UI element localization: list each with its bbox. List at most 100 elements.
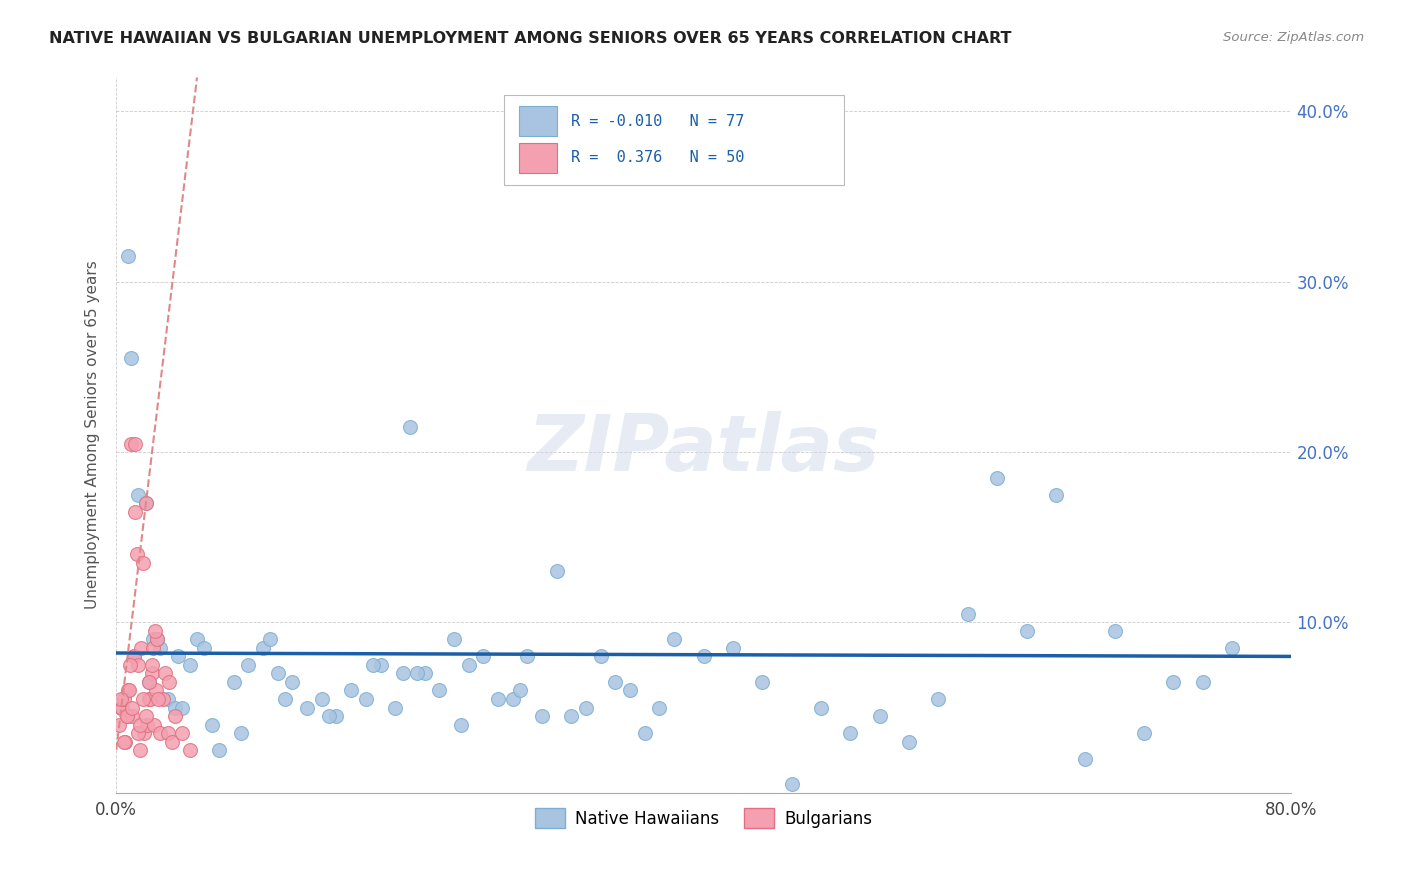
Point <box>311 692 333 706</box>
Point <box>143 717 166 731</box>
Point <box>125 547 148 561</box>
Point <box>118 683 141 698</box>
Point <box>810 700 832 714</box>
Point <box>384 700 406 714</box>
Point <box>222 675 245 690</box>
Point <box>141 666 163 681</box>
Point <box>149 726 172 740</box>
Point <box>112 692 135 706</box>
Point <box>370 657 392 672</box>
Point <box>634 726 657 740</box>
Point <box>1045 488 1067 502</box>
Point <box>129 717 152 731</box>
Point <box>152 692 174 706</box>
Point <box>135 709 157 723</box>
Bar <box>519 143 557 172</box>
Point <box>295 700 318 714</box>
Text: Source: ZipAtlas.com: Source: ZipAtlas.com <box>1223 31 1364 45</box>
Point <box>605 675 627 690</box>
Point <box>146 632 169 647</box>
Point <box>127 657 149 672</box>
Point <box>751 675 773 690</box>
Point <box>120 657 142 672</box>
Point <box>486 692 509 706</box>
Point <box>648 700 671 714</box>
Point <box>141 657 163 672</box>
Point <box>427 683 450 698</box>
Point <box>127 726 149 740</box>
Point <box>121 700 143 714</box>
Point <box>201 717 224 731</box>
Point <box>575 700 598 714</box>
Point <box>560 709 582 723</box>
Point <box>127 488 149 502</box>
Point <box>956 607 979 621</box>
Legend: Native Hawaiians, Bulgarians: Native Hawaiians, Bulgarians <box>529 802 879 834</box>
Point <box>619 683 641 698</box>
Point <box>179 657 201 672</box>
Point <box>229 726 252 740</box>
Point <box>546 564 568 578</box>
Point <box>117 683 139 698</box>
Point <box>1191 675 1213 690</box>
Point <box>472 649 495 664</box>
Point <box>143 624 166 638</box>
Point <box>167 649 190 664</box>
Point <box>391 666 413 681</box>
Point <box>142 640 165 655</box>
Text: NATIVE HAWAIIAN VS BULGARIAN UNEMPLOYMENT AMONG SENIORS OVER 65 YEARS CORRELATIO: NATIVE HAWAIIAN VS BULGARIAN UNEMPLOYMEN… <box>49 31 1012 46</box>
Point <box>509 683 531 698</box>
Point <box>869 709 891 723</box>
Text: R = -0.010   N = 77: R = -0.010 N = 77 <box>571 113 744 128</box>
Point <box>1133 726 1156 740</box>
Point <box>122 649 145 664</box>
Point <box>145 683 167 698</box>
Point <box>340 683 363 698</box>
Point <box>139 692 162 706</box>
Point <box>281 675 304 690</box>
Point <box>406 666 429 681</box>
Point <box>153 666 176 681</box>
Point <box>121 709 143 723</box>
Point <box>179 743 201 757</box>
Point <box>1220 640 1243 655</box>
Point <box>129 640 152 655</box>
Point <box>117 249 139 263</box>
Point <box>252 640 274 655</box>
Point <box>115 709 138 723</box>
Point <box>193 640 215 655</box>
FancyBboxPatch shape <box>503 95 845 185</box>
Point <box>149 640 172 655</box>
Point <box>361 657 384 672</box>
Point <box>124 505 146 519</box>
Point <box>112 734 135 748</box>
Point <box>114 734 136 748</box>
Point <box>110 692 132 706</box>
Point <box>157 675 180 690</box>
Point <box>110 700 132 714</box>
Point <box>721 640 744 655</box>
Point <box>124 436 146 450</box>
Point <box>531 709 554 723</box>
Point <box>1074 751 1097 765</box>
Point <box>163 700 186 714</box>
Point <box>502 692 524 706</box>
Point <box>208 743 231 757</box>
Point <box>156 726 179 740</box>
Point <box>274 692 297 706</box>
Bar <box>519 106 557 136</box>
Point <box>136 717 159 731</box>
Point <box>138 675 160 690</box>
Point <box>238 657 260 672</box>
Point <box>156 692 179 706</box>
Point <box>132 692 155 706</box>
Point <box>117 709 139 723</box>
Point <box>662 632 685 647</box>
Point <box>120 351 142 366</box>
Point <box>839 726 862 740</box>
Text: R =  0.376   N = 50: R = 0.376 N = 50 <box>571 150 744 165</box>
Point <box>131 556 153 570</box>
Point <box>142 632 165 647</box>
Point <box>457 657 479 672</box>
Point <box>318 709 340 723</box>
